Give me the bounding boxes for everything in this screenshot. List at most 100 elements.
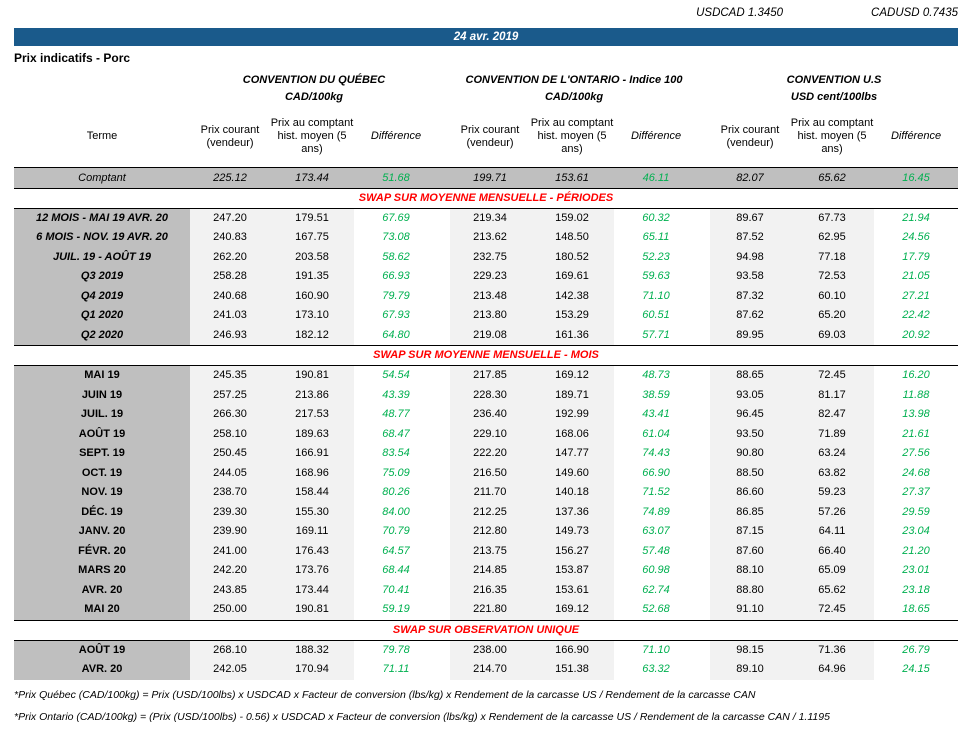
difference-cell: 11.88 — [902, 388, 930, 401]
difference-cell: 46.11 — [614, 166, 699, 189]
value-cell: 65.20 — [790, 306, 875, 326]
usdcad-rate: USDCAD 1.3450 — [696, 7, 783, 19]
difference-cell: 59.19 — [354, 600, 438, 621]
gap-cell — [438, 365, 450, 386]
difference-header: Différence — [890, 130, 942, 143]
terme-cell: MARS 20 — [14, 561, 190, 581]
gap-cell — [698, 600, 711, 621]
difference-cell: 17.79 — [902, 250, 930, 263]
value-cell: 59.23 — [790, 483, 875, 503]
value-cell: 159.02 — [530, 207, 614, 228]
value-cell: 191.35 — [270, 267, 354, 287]
gap-cell — [698, 86, 710, 107]
value-cell: 64.11 — [790, 522, 875, 542]
difference-cell: 54.54 — [354, 365, 438, 386]
table-row: JANV. 20 239.90 169.11 70.79 212.80 149.73 63.… — [14, 522, 958, 542]
convention-ontario-unit: CAD/100kg — [544, 90, 604, 103]
value-cell: 87.32 — [710, 286, 791, 306]
gap-cell — [698, 228, 710, 248]
terme-cell: AVR. 20 — [14, 580, 190, 600]
value-cell: 173.44 — [270, 580, 354, 600]
value-cell: 217.53 — [270, 405, 354, 425]
section-title: SWAP SUR MOYENNE MENSUELLE - MOIS — [14, 345, 959, 366]
table-body: Comptant 225.12 173.44 51.68 199.71 153.61 46.… — [14, 166, 959, 680]
value-cell: 221.80 — [450, 600, 530, 621]
value-cell: 219.08 — [450, 325, 530, 346]
gap-cell — [438, 639, 450, 660]
table-row: Q3 2019 258.28 191.35 66.93 229.23 169.61 59.6… — [14, 267, 958, 287]
section-header-mois: SWAP SUR MOYENNE MENSUELLE - MOIS — [14, 345, 959, 366]
section-header-unique: SWAP SUR OBSERVATION UNIQUE — [14, 620, 959, 640]
prix-courant-header: Prix courant (vendeur) — [200, 123, 260, 149]
value-cell: 71.36 — [790, 639, 875, 660]
table-row: 12 MOIS - MAI 19 AVR. 20 247.20 179.51 67.6… — [14, 207, 959, 228]
gap-cell — [698, 386, 710, 406]
gap-cell — [438, 228, 450, 248]
difference-cell: 79.78 — [354, 639, 438, 660]
value-cell: 161.36 — [530, 325, 614, 346]
gap-cell — [438, 405, 450, 425]
table-row: DÉC. 19 239.30 155.30 84.00 212.25 137.36 74.8… — [14, 502, 958, 522]
difference-cell: 26.79 — [874, 639, 959, 660]
gap-cell — [438, 248, 450, 268]
prix-comptant-header: Prix au comptant hist. moyen (5 ans) — [270, 117, 354, 156]
value-cell: 173.44 — [270, 166, 354, 189]
terme-cell: AOÛT 19 — [14, 639, 190, 660]
table-row: Comptant 225.12 173.44 51.68 199.71 153.61 46.… — [14, 166, 959, 189]
value-cell: 149.73 — [530, 522, 614, 542]
value-cell: 77.18 — [790, 247, 875, 267]
value-cell: 225.12 — [190, 166, 270, 189]
difference-cell: 27.56 — [902, 447, 930, 459]
value-cell: 153.87 — [530, 561, 614, 581]
gap-cell — [698, 267, 710, 287]
value-cell: 247.20 — [190, 207, 270, 228]
table-row: SEPT. 19 250.45 166.91 83.54 222.20 147.77 74.… — [14, 444, 958, 464]
gap-cell — [698, 365, 711, 386]
table-row: AOÛT 19 258.10 189.63 68.47 229.10 168.06 61.0… — [14, 424, 958, 444]
value-cell: 153.29 — [530, 306, 614, 326]
difference-cell: 62.74 — [642, 583, 670, 596]
terme-cell: 6 MOIS - NOV. 19 AVR. 20 — [14, 228, 190, 248]
value-cell: 63.24 — [790, 444, 875, 464]
value-cell: 98.15 — [710, 639, 791, 660]
terme-cell: FÉVR. 20 — [14, 541, 190, 561]
value-cell: 238.00 — [450, 639, 530, 660]
difference-cell: 73.08 — [382, 231, 410, 243]
table-row: Q1 2020 241.03 173.10 67.93 213.80 153.29 60.5… — [14, 306, 958, 326]
value-cell: 87.60 — [710, 541, 791, 561]
terme-cell: OCT. 19 — [14, 463, 190, 483]
difference-cell: 71.10 — [642, 289, 670, 302]
difference-cell: 75.09 — [382, 466, 410, 479]
difference-cell: 23.01 — [902, 564, 930, 576]
value-cell: 147.77 — [530, 444, 614, 464]
value-cell: 67.73 — [790, 207, 875, 228]
value-cell: 199.71 — [450, 166, 530, 189]
gap-cell — [438, 522, 450, 542]
terme-column-header: Terme — [86, 130, 118, 143]
difference-cell: 67.93 — [382, 309, 410, 321]
difference-cell: 74.43 — [642, 447, 670, 459]
value-cell: 87.52 — [710, 228, 791, 248]
column-headers-row: Terme Prix courant (vendeur) Prix au com… — [14, 107, 958, 167]
terme-cell: Comptant — [14, 166, 190, 189]
value-cell: 213.62 — [450, 228, 530, 248]
value-cell: 160.90 — [270, 286, 354, 306]
difference-cell: 29.59 — [902, 505, 930, 518]
value-cell: 246.93 — [190, 325, 270, 346]
value-cell: 151.38 — [530, 660, 614, 680]
value-cell: 88.10 — [710, 561, 791, 581]
value-cell: 81.17 — [790, 385, 875, 405]
value-cell: 158.44 — [270, 483, 354, 503]
page-title: Prix indicatifs - Porc — [14, 51, 131, 65]
gap-cell — [438, 287, 450, 307]
value-cell: 88.80 — [710, 580, 791, 600]
terme-cell: Q1 2020 — [14, 306, 190, 326]
cadusd-label: CADUSD — [871, 7, 920, 19]
date-bar: 24 avr. 2019 — [14, 28, 958, 46]
difference-cell: 84.00 — [382, 505, 410, 518]
gap-cell — [438, 600, 450, 621]
difference-cell: 13.98 — [902, 408, 930, 420]
value-cell: 65.62 — [790, 166, 875, 189]
gap-cell — [438, 386, 450, 406]
table-row: Q4 2019 240.68 160.90 79.79 213.48 142.38 71.1… — [14, 286, 958, 307]
